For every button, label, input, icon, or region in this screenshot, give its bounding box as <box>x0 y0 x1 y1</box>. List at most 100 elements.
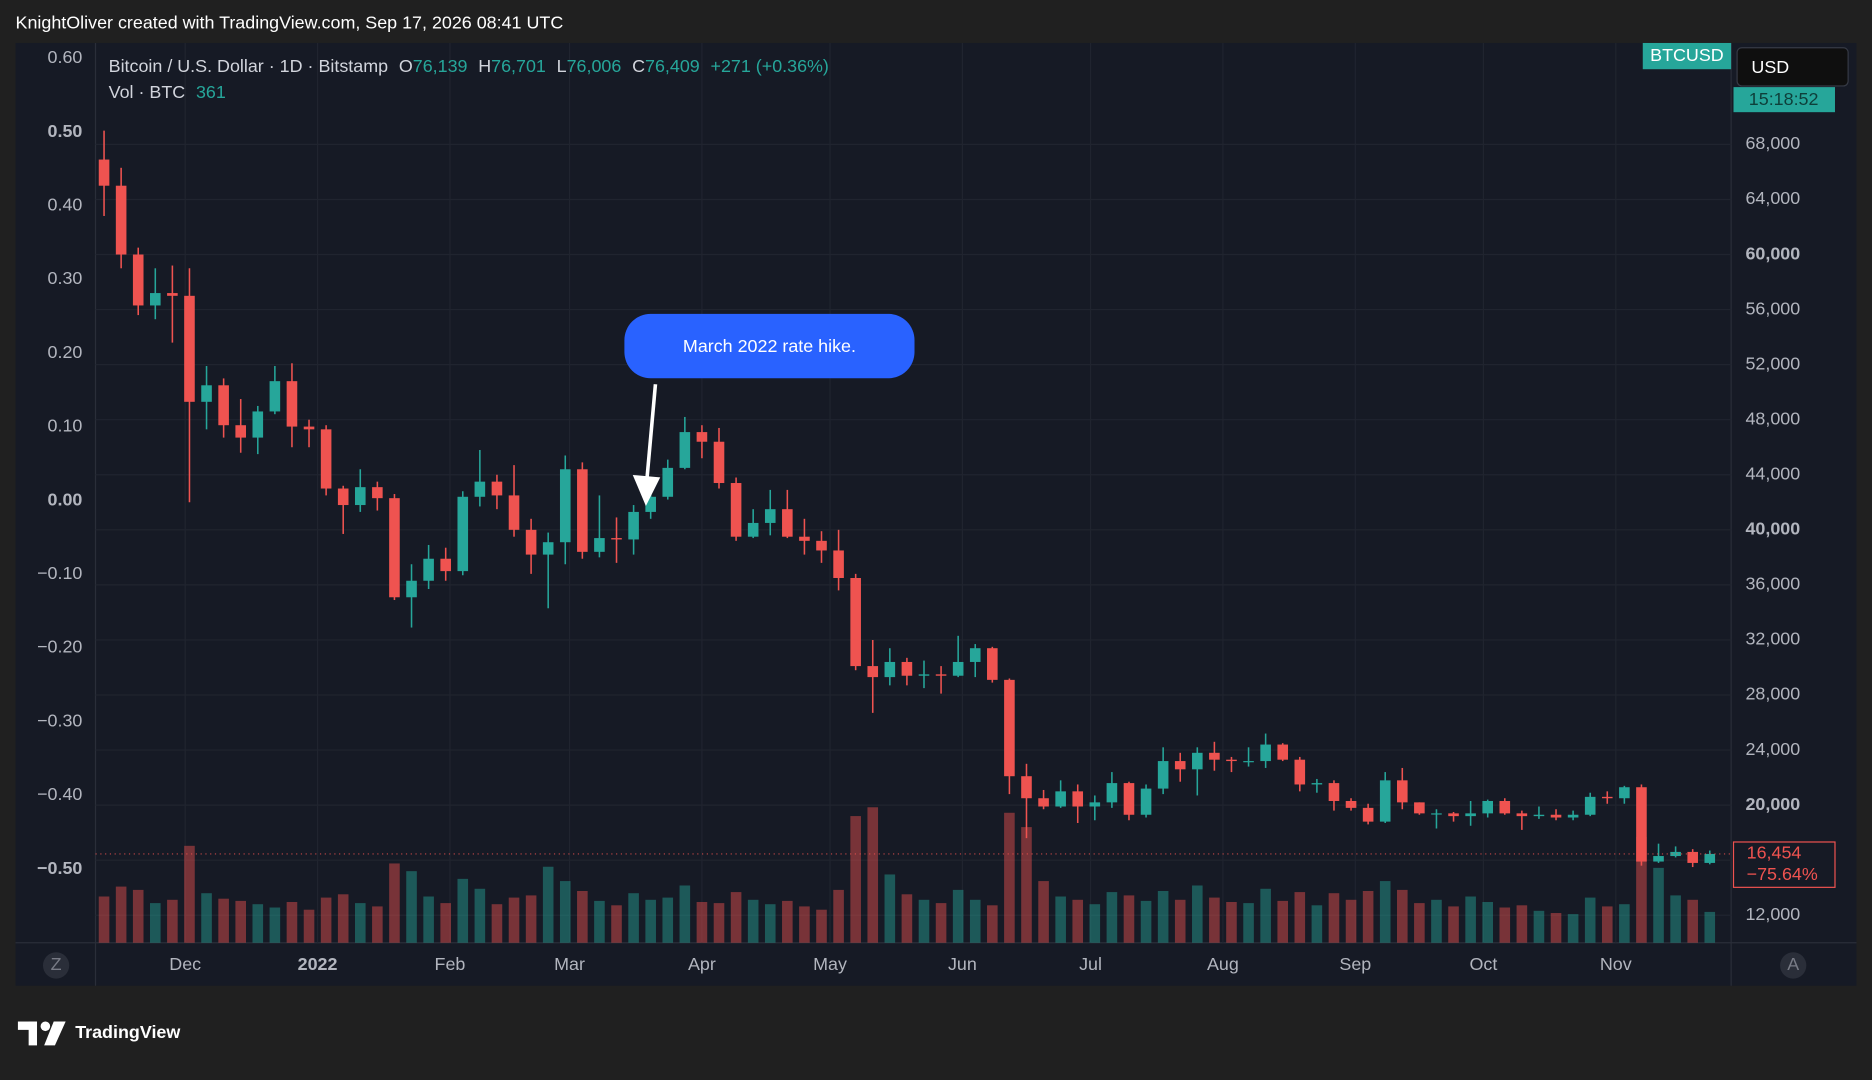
candle-body <box>730 483 742 537</box>
candle-body <box>1550 814 1562 818</box>
volume-bar <box>1448 906 1459 943</box>
volume-bar <box>1072 899 1084 943</box>
volume-bar <box>799 906 810 943</box>
candle-body <box>577 469 588 552</box>
x-tick-label: 2022 <box>298 954 338 974</box>
y-tick-label: 0.30 <box>48 268 83 288</box>
button-a-label[interactable]: A <box>1787 954 1799 974</box>
candle-body <box>167 293 178 296</box>
y-tick-label: 0.60 <box>48 47 83 67</box>
button-z-label[interactable]: Z <box>51 954 62 974</box>
volume-bar <box>1499 907 1511 943</box>
symbol: Bitcoin / U.S. Dollar · 1D · Bitstamp <box>109 56 388 76</box>
volume-bar <box>98 896 110 943</box>
volume-bar <box>457 878 469 943</box>
y-tick-label: −0.40 <box>37 784 82 804</box>
volume-bar <box>918 899 930 943</box>
volume-bar <box>696 902 708 943</box>
x-tick-label: Nov <box>1600 954 1632 974</box>
button-z[interactable] <box>42 952 70 979</box>
candle-body <box>1192 752 1203 770</box>
brand: TradingView <box>75 1022 180 1042</box>
volume-bar <box>747 899 759 943</box>
legend-key: O <box>399 56 413 76</box>
volume-bar <box>1260 888 1271 943</box>
volume-bar <box>577 890 588 943</box>
annotation-arrowhead <box>632 474 661 506</box>
volume-bar <box>1653 867 1664 943</box>
candle-body <box>1055 791 1066 807</box>
volume-bar <box>1465 896 1476 943</box>
volume-bar <box>713 903 725 943</box>
candle-body <box>320 429 332 489</box>
y-tick-label: 0.20 <box>48 342 83 362</box>
candle-body <box>1174 761 1186 770</box>
volume-bar <box>901 894 913 943</box>
candle-body <box>1516 813 1528 817</box>
volume-bar <box>1516 905 1528 943</box>
candle-body <box>1004 679 1015 777</box>
candle-body <box>1157 761 1169 789</box>
candle-body <box>440 558 451 572</box>
logo-stem <box>28 1021 38 1046</box>
volume-bar <box>320 897 332 943</box>
candle-body <box>1431 813 1442 815</box>
volume-bar <box>1414 903 1425 943</box>
candle-body <box>423 558 434 581</box>
grid <box>95 42 1732 943</box>
candle-body <box>799 536 810 541</box>
volume-bar <box>782 900 793 943</box>
volume-bar <box>1089 904 1101 943</box>
last-price: 16,454 <box>1747 843 1802 863</box>
volume-bar <box>1345 899 1357 943</box>
candle-body <box>457 496 469 572</box>
candle-body <box>1636 787 1647 862</box>
volume-bar <box>218 898 229 943</box>
candle-body <box>559 469 571 543</box>
volume-bar <box>235 900 247 943</box>
candle-body <box>816 540 827 551</box>
volume-bar <box>1584 897 1596 943</box>
y2-tick-label: 44,000 <box>1745 463 1800 483</box>
volume-bar <box>389 863 400 943</box>
volume-bar <box>1704 911 1716 943</box>
candle-body <box>679 432 691 468</box>
volume-bar <box>1038 881 1049 943</box>
volume-bar <box>1243 903 1254 943</box>
candle-body <box>645 496 656 512</box>
volume-bar <box>1396 889 1408 943</box>
candle-body <box>850 577 861 667</box>
volume-bar <box>1140 900 1152 943</box>
currency[interactable]: USD <box>1751 57 1789 77</box>
button-a[interactable] <box>1780 952 1807 979</box>
y2-tick-label: 40,000 <box>1745 519 1800 539</box>
candle-body <box>1396 780 1408 803</box>
y2-tick-label: 36,000 <box>1745 574 1800 594</box>
volume-bar <box>150 903 161 943</box>
volume-bar <box>354 903 366 943</box>
volume-bar <box>491 904 503 943</box>
y2-tick-label: 56,000 <box>1745 298 1800 318</box>
volume-bar <box>645 899 656 943</box>
volume-bar <box>1004 812 1015 943</box>
volume-bar <box>935 903 947 943</box>
candle-body <box>1089 802 1101 807</box>
currency-button[interactable] <box>1736 47 1849 87</box>
candle-layer <box>98 130 1716 868</box>
candle-body <box>286 381 298 427</box>
last-price-box <box>1732 841 1836 888</box>
logo-bar <box>17 1021 38 1030</box>
legend-value: 76,139 <box>413 56 468 76</box>
y-tick-label: 0.00 <box>48 489 83 509</box>
y2-tick-label: 28,000 <box>1745 684 1800 704</box>
volume-bar <box>594 900 605 943</box>
candle-body <box>1277 744 1289 760</box>
candle-body <box>1567 814 1579 818</box>
candle-body <box>1653 856 1664 862</box>
candle-body <box>389 498 400 598</box>
volume-bar <box>850 816 861 943</box>
y2-tick-label: 64,000 <box>1745 188 1800 208</box>
x-tick-label: Apr <box>688 954 716 974</box>
candle-body <box>1533 814 1545 817</box>
candle-body <box>235 425 247 438</box>
